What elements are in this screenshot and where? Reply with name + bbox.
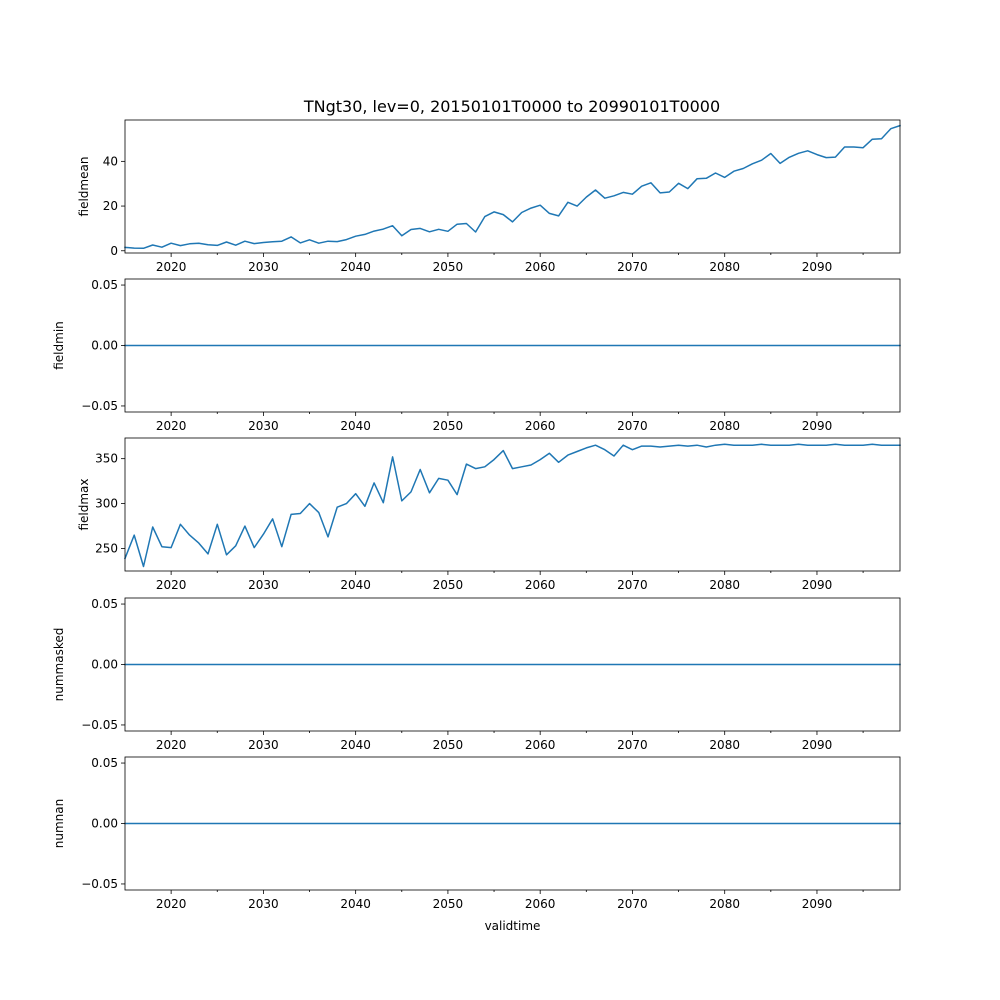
x-tick-label: 2090	[802, 260, 833, 274]
x-tick-label: 2070	[617, 897, 648, 911]
figure-title: TNgt30, lev=0, 20150101T0000 to 20990101…	[303, 97, 720, 116]
y-tick-label: 40	[103, 154, 118, 168]
x-tick-label: 2060	[525, 419, 556, 433]
fieldmax-axis-label: fieldmax	[77, 478, 91, 530]
x-tick-label: 2050	[433, 738, 464, 752]
subplot-fieldmin: 2020 2030 2040 2050 2060 2070 2080 2090 −0.05 0.0…	[52, 278, 901, 433]
x-tick-label: 2040	[340, 578, 371, 592]
y-tick-label: 300	[95, 497, 118, 511]
x-tick-label: 2030	[248, 419, 279, 433]
fieldmean-axes-frame	[124, 119, 901, 254]
x-tick-label: 2020	[156, 738, 187, 752]
x-tick-label: 2030	[248, 578, 279, 592]
x-tick-label: 2030	[248, 260, 279, 274]
x-tick-label: 2050	[433, 260, 464, 274]
y-tick-label: −0.05	[81, 877, 118, 891]
x-tick-label: 2040	[340, 897, 371, 911]
x-tick-label: 2040	[340, 738, 371, 752]
x-tick-label: 2060	[525, 738, 556, 752]
subplot-fieldmean: 2020 2030 2040 2050 2060 2070 2080 209002040fie…	[77, 119, 901, 274]
x-tick-label: 2050	[433, 419, 464, 433]
numnan-axis-label: numnan	[52, 799, 66, 848]
subplot-numnan: 2020 2030 2040 2050 2060 2070 2080 2090 −0.05 0.0…	[52, 756, 901, 933]
x-tick-label: 2050	[433, 897, 464, 911]
x-tick-label: 2040	[340, 419, 371, 433]
y-tick-label: 250	[95, 542, 118, 556]
x-tick-label: 2020	[156, 897, 187, 911]
subplot-panels: 2020 2030 2040 2050 2060 2070 2080 209002040fie…	[52, 119, 901, 933]
fieldmin-axis-label: fieldmin	[52, 321, 66, 370]
x-tick-label: 2080	[709, 738, 740, 752]
y-tick-label: −0.05	[81, 399, 118, 413]
y-tick-label: 350	[95, 452, 118, 466]
y-tick-label: 0.00	[91, 339, 118, 353]
x-tick-label: 2030	[248, 897, 279, 911]
x-tick-label: 2070	[617, 260, 648, 274]
x-tick-label: 2090	[802, 738, 833, 752]
x-tick-label: 2050	[433, 578, 464, 592]
x-tick-label: 2060	[525, 578, 556, 592]
x-tick-label: 2070	[617, 419, 648, 433]
y-tick-label: −0.05	[81, 718, 118, 732]
x-tick-label: 2030	[248, 738, 279, 752]
x-tick-label: 2090	[802, 897, 833, 911]
x-tick-label: 2080	[709, 897, 740, 911]
x-tick-label: 2060	[525, 260, 556, 274]
y-tick-label: 0.05	[91, 278, 118, 292]
fieldmean-axis-label: fieldmean	[77, 157, 91, 217]
y-tick-label: 0.00	[91, 658, 118, 672]
x-tick-label: 2070	[617, 578, 648, 592]
y-tick-label: 0.05	[91, 756, 118, 770]
x-tick-label: 2090	[802, 419, 833, 433]
y-tick-label: 0	[110, 244, 118, 258]
x-tick-label: 2040	[340, 260, 371, 274]
y-tick-label: 0.00	[91, 817, 118, 831]
x-tick-label: 2020	[156, 578, 187, 592]
x-tick-label: 2090	[802, 578, 833, 592]
subplot-fieldmax: 2020 2030 2040 2050 2060 2070 2080 2090 250 300 35…	[77, 437, 901, 592]
x-tick-label: 2020	[156, 419, 187, 433]
y-tick-label: 0.05	[91, 597, 118, 611]
x-tick-label: 2070	[617, 738, 648, 752]
x-tick-label: 2080	[709, 260, 740, 274]
x-tick-label: 2020	[156, 260, 187, 274]
fieldmax-axes-frame	[124, 437, 901, 572]
x-tick-label: 2060	[525, 897, 556, 911]
x-tick-label: 2080	[709, 419, 740, 433]
fieldmax-series-line	[124, 443, 901, 568]
y-tick-label: 20	[103, 199, 118, 213]
fieldmean-series-line	[124, 124, 901, 250]
nummasked-axis-label: nummasked	[52, 628, 66, 702]
x-tick-label: 2080	[709, 578, 740, 592]
x-axis-label: validtime	[485, 919, 541, 933]
subplot-nummasked: 2020 2030 2040 2050 2060 2070 2080 2090 −0.05 0.0…	[52, 597, 901, 752]
